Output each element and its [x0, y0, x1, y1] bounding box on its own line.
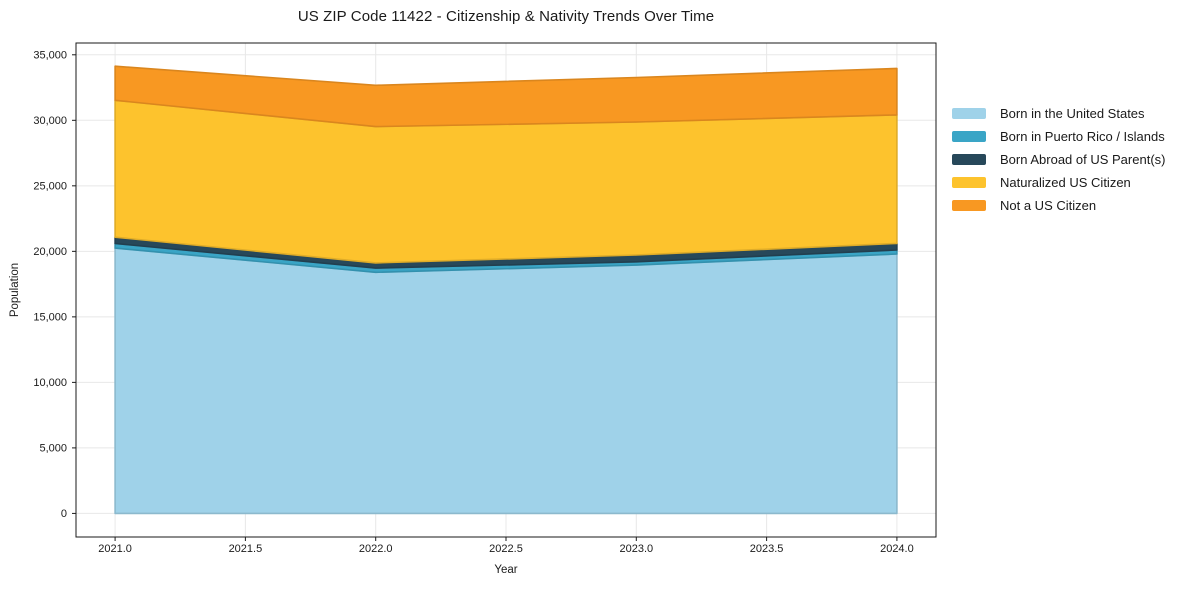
legend-label: Born in the United States	[1000, 106, 1145, 121]
legend-item: Born in Puerto Rico / Islands	[952, 125, 1165, 148]
x-tick-label: 2021.5	[229, 543, 263, 555]
y-axis-label: Population	[9, 262, 21, 318]
x-tick-label: 2021.0	[98, 543, 132, 555]
x-tick-label: 2022.0	[359, 543, 393, 555]
legend-swatch	[952, 154, 986, 165]
y-tick-label: 10,000	[33, 377, 67, 389]
chart-title: US ZIP Code 11422 - Citizenship & Nativi…	[297, 8, 715, 25]
x-tick-label: 2023.5	[750, 543, 784, 555]
legend-label: Not a US Citizen	[1000, 198, 1097, 213]
legend-swatch	[952, 131, 986, 142]
legend-label: Born Abroad of US Parent(s)	[1000, 152, 1166, 167]
y-tick-label: 25,000	[33, 181, 67, 193]
x-tick-label: 2022.5	[489, 543, 523, 555]
legend-item: Born in the United States	[952, 102, 1165, 125]
y-tick-label: 20,000	[33, 246, 67, 258]
y-tick-label: 0	[61, 508, 67, 520]
legend-item: Born Abroad of US Parent(s)	[952, 148, 1165, 171]
legend-swatch	[952, 177, 986, 188]
legend-label: Naturalized US Citizen	[1000, 175, 1131, 190]
legend-swatch	[952, 108, 986, 119]
x-tick-label: 2024.0	[880, 543, 914, 555]
area-born-in-the-united-states	[114, 247, 898, 515]
legend: Born in the United States Born in Puerto …	[952, 102, 1165, 217]
legend-swatch	[952, 200, 986, 211]
legend-item: Naturalized US Citizen	[952, 171, 1165, 194]
y-tick-label: 35,000	[33, 50, 67, 62]
y-tick-label: 15,000	[33, 312, 67, 324]
area-not-a-us-citizen	[114, 65, 898, 128]
legend-item: Not a US Citizen	[952, 194, 1165, 217]
y-tick-label: 30,000	[33, 115, 67, 127]
x-axis-label: Year	[494, 564, 518, 576]
y-tick-label: 5,000	[39, 443, 67, 455]
x-tick-label: 2023.0	[619, 543, 653, 555]
legend-label: Born in Puerto Rico / Islands	[1000, 129, 1165, 144]
